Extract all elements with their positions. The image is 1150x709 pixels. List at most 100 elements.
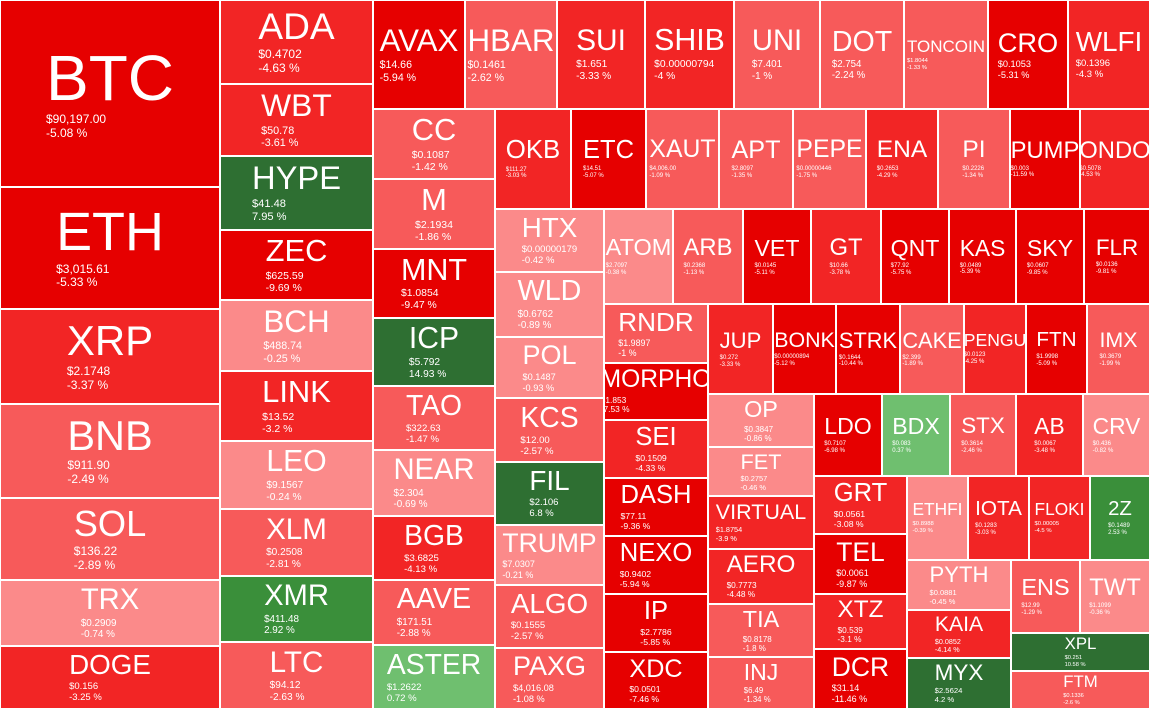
- tile-jup[interactable]: JUP $0.272 -3.33 %: [708, 304, 773, 394]
- tile-cc[interactable]: CC $0.1087 -1.42 %: [373, 109, 495, 179]
- tile-crv[interactable]: CRV $0.436 -0.82 %: [1083, 394, 1150, 476]
- tile-apt[interactable]: APT $2.8097 -1.35 %: [719, 109, 793, 209]
- tile-hype[interactable]: HYPE $41.48 7.95 %: [220, 156, 373, 230]
- tile-twt[interactable]: TWT $1.1099 -0.36 %: [1080, 560, 1150, 633]
- tile-stx[interactable]: STX $0.3614 -2.46 %: [950, 394, 1016, 476]
- tile-m[interactable]: M $2.1934 -1.86 %: [373, 179, 495, 249]
- tile-xrp[interactable]: XRP $2.1748 -3.37 %: [0, 309, 220, 404]
- tile-trump[interactable]: TRUMP $7.0307 -0.21 %: [495, 525, 604, 585]
- tile-nexo[interactable]: NEXO $0.9402 -5.94 %: [604, 536, 708, 594]
- tile-htx[interactable]: HTX $0.00000179 -0.42 %: [495, 209, 604, 272]
- tile-kcs[interactable]: KCS $12.00 -2.57 %: [495, 398, 604, 462]
- tile-pyth[interactable]: PYTH $0.0881 -0.45 %: [907, 560, 1011, 610]
- tile-near[interactable]: NEAR $2.304 -0.69 %: [373, 450, 495, 516]
- tile-ltc[interactable]: LTC $94.12 -2.63 %: [220, 642, 373, 709]
- tile-pol[interactable]: POL $0.1487 -0.93 %: [495, 337, 604, 398]
- tile-strk[interactable]: STRK $0.1644 -10.44 %: [836, 304, 900, 394]
- tile-ab[interactable]: AB $0.0067 -3.48 %: [1016, 394, 1083, 476]
- tile-hbar[interactable]: HBAR $0.1461 -2.62 %: [465, 0, 557, 109]
- tile-ethfi[interactable]: ETHFI $0.8988 -0.39 %: [907, 476, 968, 560]
- tile-pepe[interactable]: PEPE $0.00000446 -1.75 %: [793, 109, 866, 209]
- tile-ondo[interactable]: ONDO $0.5078 -4.53 %: [1080, 109, 1150, 209]
- tile-bdx[interactable]: BDX $0.083 0.37 %: [882, 394, 950, 476]
- tile-arb[interactable]: ARB $0.2368 -1.13 %: [673, 209, 743, 304]
- tile-xtz[interactable]: XTZ $0.539 -3.1 %: [814, 594, 907, 649]
- tile-fet[interactable]: FET $0.2757 -0.46 %: [708, 447, 814, 496]
- tile-xmr[interactable]: XMR $411.48 2.92 %: [220, 576, 373, 642]
- tile-ftn[interactable]: FTN $1.9998 -5.09 %: [1026, 304, 1087, 394]
- tile-zec[interactable]: ZEC $625.59 -9.69 %: [220, 230, 373, 300]
- tile-xlm[interactable]: XLM $0.2508 -2.81 %: [220, 509, 373, 576]
- tile-xaut[interactable]: XAUT $4,006.00 -1.09 %: [646, 109, 719, 209]
- tile-bonk[interactable]: BONK $0.00000894 -5.12 %: [773, 304, 836, 394]
- tile-gt[interactable]: GT $10.66 -3.78 %: [811, 209, 881, 304]
- tile-pengu[interactable]: PENGU $0.0123 -4.25 %: [964, 304, 1026, 394]
- tile-flr[interactable]: FLR $0.0136 -9.81 %: [1084, 209, 1150, 304]
- tile-xdc[interactable]: XDC $0.0501 -7.46 %: [604, 652, 708, 709]
- tile-tia[interactable]: TIA $0.8178 -1.8 %: [708, 604, 814, 657]
- tile-myx[interactable]: MYX $2.5624 4.2 %: [907, 658, 1011, 709]
- tile-ada[interactable]: ADA $0.4702 -4.63 %: [220, 0, 373, 84]
- tile-dash[interactable]: DASH $77.11 -9.36 %: [604, 478, 708, 536]
- tile-aave[interactable]: AAVE $171.51 -2.88 %: [373, 580, 495, 645]
- tile-wld[interactable]: WLD $0.6762 -0.89 %: [495, 272, 604, 337]
- tile-rndr[interactable]: RNDR $1.9897 -1 %: [604, 304, 708, 363]
- tile-doge[interactable]: DOGE $0.156 -3.25 %: [0, 646, 220, 709]
- tile-qnt[interactable]: QNT $77.92 -5.75 %: [881, 209, 949, 304]
- tile-ip[interactable]: IP $2.7786 -5.85 %: [604, 594, 708, 652]
- tile-cro[interactable]: CRO $0.1053 -5.31 %: [988, 0, 1068, 109]
- tile-ena[interactable]: ENA $0.2653 -4.29 %: [866, 109, 938, 209]
- tile-fil[interactable]: FIL $2.106 6.8 %: [495, 462, 604, 525]
- tile-2z[interactable]: 2Z $0.1489 2.53 %: [1090, 476, 1150, 560]
- tile-aster[interactable]: ASTER $1.2622 0.72 %: [373, 645, 495, 709]
- tile-algo[interactable]: ALGO $0.1555 -2.57 %: [495, 585, 604, 648]
- tile-mnt[interactable]: MNT $1.0854 -9.47 %: [373, 249, 495, 318]
- tile-sky[interactable]: SKY $0.0607 -9.85 %: [1016, 209, 1084, 304]
- tile-tel[interactable]: TEL $0.0061 -9.87 %: [814, 534, 907, 594]
- tile-kaia[interactable]: KAIA $0.0852 -4.14 %: [907, 610, 1011, 658]
- tile-uni[interactable]: UNI $7.401 -1 %: [734, 0, 820, 109]
- tile-wbt[interactable]: WBT $50.78 -3.61 %: [220, 84, 373, 156]
- tile-link[interactable]: LINK $13.52 -3.2 %: [220, 371, 373, 441]
- tile-grt[interactable]: GRT $0.0561 -3.08 %: [814, 476, 907, 534]
- tile-ens[interactable]: ENS $12.99 -1.29 %: [1011, 560, 1080, 633]
- tile-okb[interactable]: OKB $111.27 -3.03 %: [495, 109, 571, 209]
- tile-pump[interactable]: PUMP $0.003 -11.59 %: [1010, 109, 1080, 209]
- tile-vet[interactable]: VET $0.0145 -5.11 %: [743, 209, 811, 304]
- tile-tao[interactable]: TAO $322.63 -1.47 %: [373, 386, 495, 450]
- tile-ldo[interactable]: LDO $0.7107 -6.98 %: [814, 394, 882, 476]
- tile-dcr[interactable]: DCR $31.14 -11.46 %: [814, 649, 907, 709]
- tile-bnb[interactable]: BNB $911.90 -2.49 %: [0, 404, 220, 498]
- tile-dot[interactable]: DOT $2.754 -2.24 %: [820, 0, 904, 109]
- tile-etc[interactable]: ETC $14.51 -5.07 %: [571, 109, 646, 209]
- tile-wlfi[interactable]: WLFI $0.1396 -4.3 %: [1068, 0, 1150, 109]
- tile-atom[interactable]: ATOM $2.7097 -0.38 %: [604, 209, 673, 304]
- tile-paxg[interactable]: PAXG $4,016.08 -1.08 %: [495, 648, 604, 709]
- tile-kas[interactable]: KAS $0.0489 -5.39 %: [949, 209, 1016, 304]
- tile-iota[interactable]: IOTA $0.1283 -3.03 %: [968, 476, 1029, 560]
- tile-btc[interactable]: BTC $90,197.00 -5.08 %: [0, 0, 220, 187]
- tile-morpho[interactable]: MORPHO$1.853-7.53 %: [604, 363, 708, 420]
- tile-icp[interactable]: ICP $5.792 14.93 %: [373, 318, 495, 386]
- tile-sui[interactable]: SUI $1.651 -3.33 %: [557, 0, 645, 109]
- tile-ftm[interactable]: FTM $0.1336 -2.6 %: [1011, 671, 1150, 709]
- tile-trx[interactable]: TRX $0.2909 -0.74 %: [0, 580, 220, 646]
- tile-eth[interactable]: ETH $3,015.61 -5.33 %: [0, 187, 220, 309]
- tile-sei[interactable]: SEI $0.1509 -4.33 %: [604, 420, 708, 478]
- tile-cake[interactable]: CAKE $2.399 -1.89 %: [900, 304, 964, 394]
- tile-op[interactable]: OP $0.3847 -0.86 %: [708, 394, 814, 447]
- tile-leo[interactable]: LEO $9.1567 -0.24 %: [220, 441, 373, 509]
- tile-imx[interactable]: IMX $0.3679 -1.99 %: [1087, 304, 1150, 394]
- tile-pi[interactable]: PI $0.2226 -1.34 %: [938, 109, 1010, 209]
- tile-toncoin[interactable]: TONCOIN $1.8044 -1.33 %: [904, 0, 988, 109]
- tile-inj[interactable]: INJ $6.49 -1.34 %: [708, 657, 814, 709]
- tile-bch[interactable]: BCH $488.74 -0.25 %: [220, 300, 373, 371]
- tile-floki[interactable]: FLOKI $0.00005 -4.5 %: [1029, 476, 1090, 560]
- tile-sol[interactable]: SOL $136.22 -2.89 %: [0, 498, 220, 580]
- tile-avax[interactable]: AVAX $14.66 -5.94 %: [373, 0, 465, 109]
- tile-virtual[interactable]: VIRTUAL $1.8754 -3.9 %: [708, 496, 814, 549]
- tile-shib[interactable]: SHIB $0.00000794 -4 %: [645, 0, 734, 109]
- tile-xpl[interactable]: XPL $0.251 10.58 %: [1011, 633, 1150, 671]
- tile-aero[interactable]: AERO $0.7773 -4.48 %: [708, 549, 814, 604]
- tile-bgb[interactable]: BGB $3.6825 -4.13 %: [373, 516, 495, 580]
